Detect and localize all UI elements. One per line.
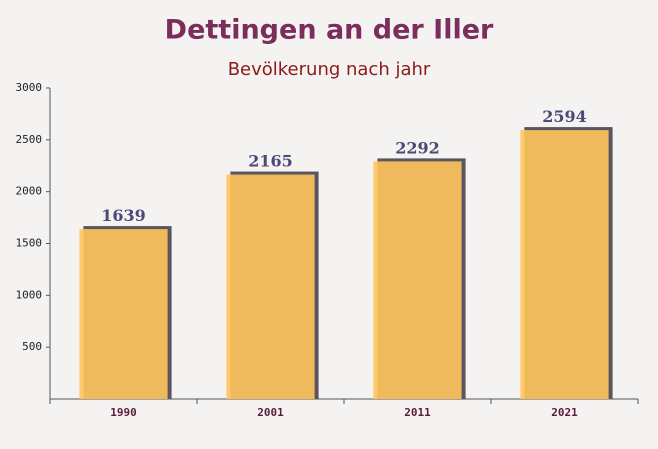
y-tick-label: 1500 [16,237,43,250]
bar [373,161,462,399]
x-tick-label: 1990 [110,406,137,419]
chart-subtitle: Bevölkerung nach jahr [228,59,431,80]
x-tick-label: 2011 [404,406,431,419]
x-tick-label: 2001 [257,406,284,419]
y-tick-label: 2500 [16,133,43,146]
bar [79,229,168,399]
y-tick-label: 3000 [16,81,43,94]
value-label: 2594 [542,107,587,126]
x-tick-label: 2021 [551,406,578,419]
value-label: 2292 [395,138,440,157]
y-tick-label: 2000 [16,185,43,198]
y-tick-label: 500 [22,340,42,353]
value-label: 1639 [101,206,146,225]
chart-title: Dettingen an der Iller [165,15,494,46]
y-tick-label: 1000 [16,288,43,301]
bar [226,174,315,399]
value-label: 2165 [248,152,293,171]
bar [520,130,609,399]
